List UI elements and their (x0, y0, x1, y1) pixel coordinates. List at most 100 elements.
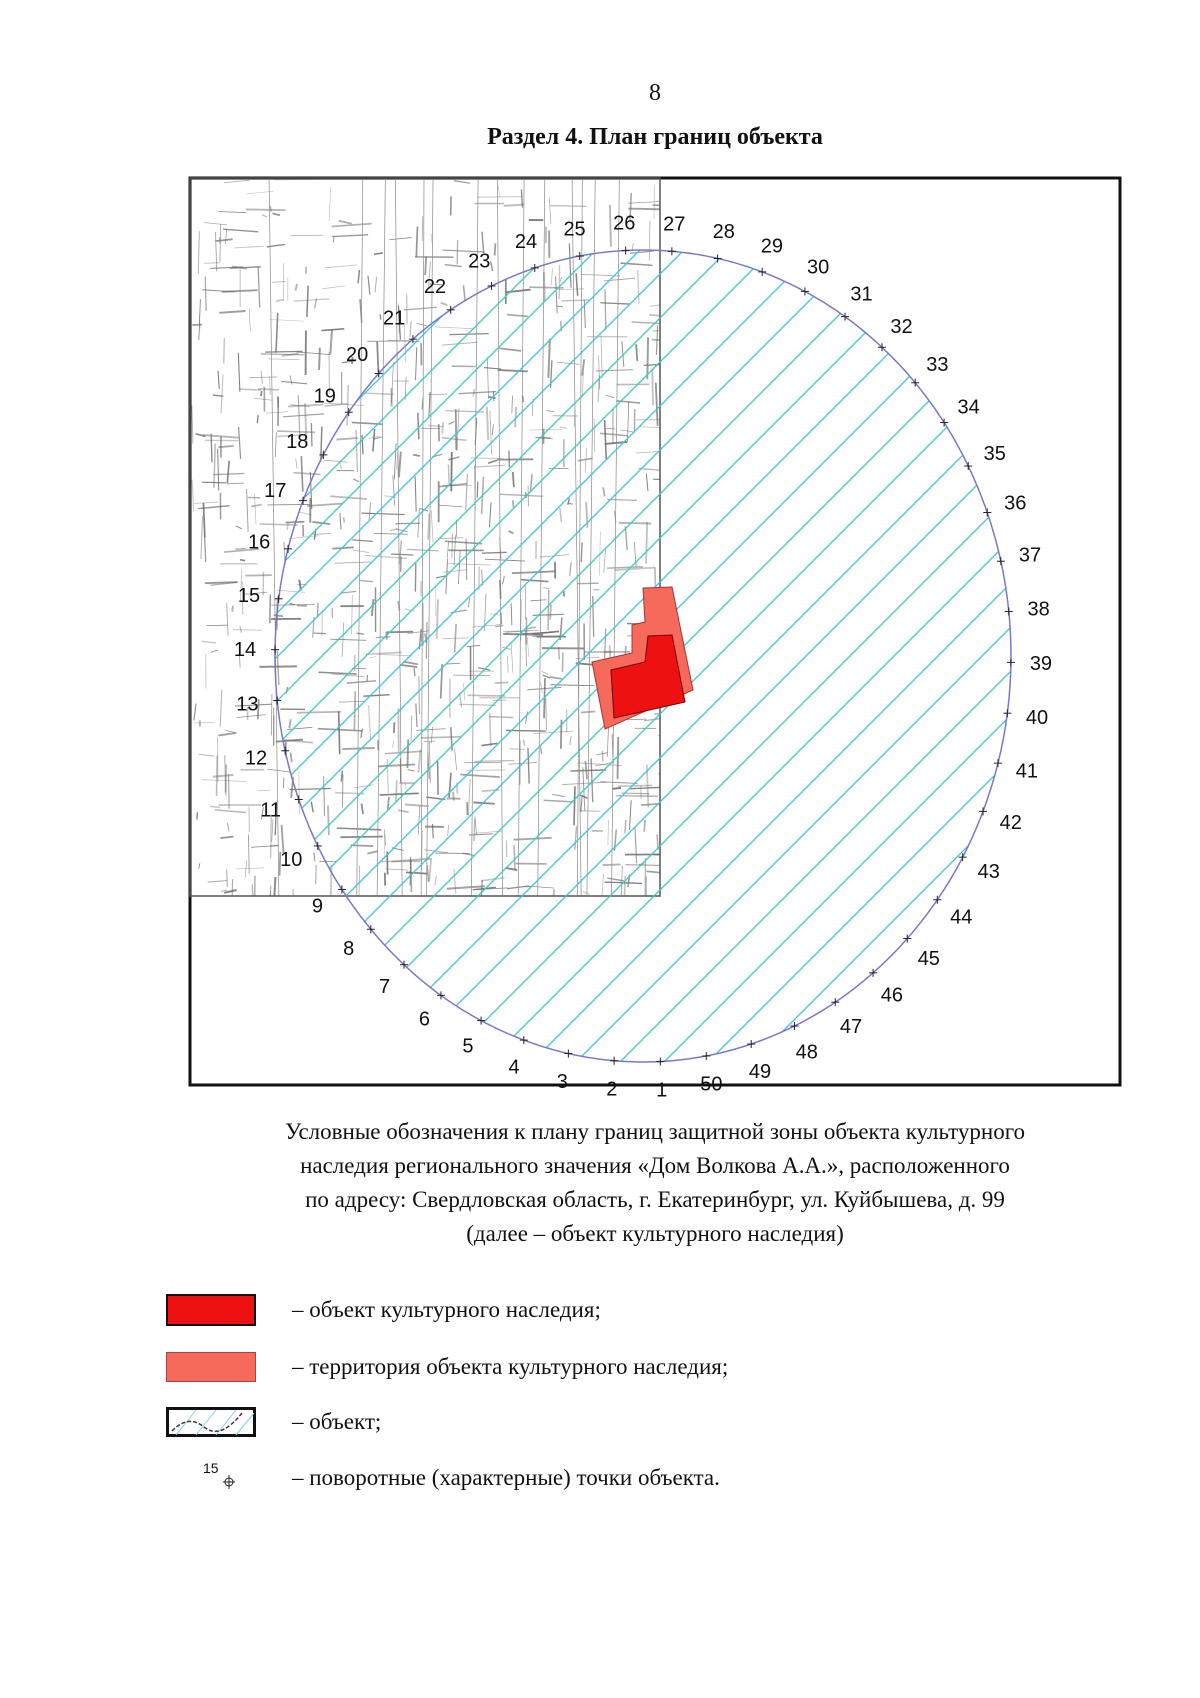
hatch-line (557, 250, 1011, 1062)
basemap-line (409, 321, 412, 337)
basemap-line (575, 273, 579, 296)
basemap-line (278, 851, 282, 876)
basemap-line (254, 494, 257, 525)
basemap-line (379, 314, 382, 320)
basemap-line (373, 251, 384, 256)
basemap-line (375, 636, 391, 639)
basemap-line (529, 428, 563, 431)
basemap-line (441, 422, 444, 434)
basemap-line (222, 338, 226, 364)
basemap-line (215, 238, 233, 243)
basemap-line (328, 187, 332, 222)
basemap-line (603, 547, 606, 573)
basemap-line (447, 464, 450, 485)
caption-line: наследия регионального значения «Дом Вол… (300, 1153, 1010, 1178)
basemap-line (352, 549, 370, 553)
basemap-line (365, 651, 403, 656)
protective-zone-boundary (274, 249, 1012, 1063)
basemap-line (238, 426, 242, 459)
basemap-line (611, 179, 620, 896)
basemap-line (488, 502, 492, 528)
basemap-line (517, 179, 525, 896)
basemap-line (289, 375, 293, 385)
basemap-line (336, 827, 382, 831)
basemap-line (556, 305, 564, 308)
basemap-line (583, 299, 586, 329)
basemap-line (561, 781, 607, 786)
basemap-line (459, 703, 497, 707)
caption-line: (далее – объект культурного наследия) (466, 1221, 844, 1246)
basemap-line (212, 394, 224, 397)
basemap-line (326, 805, 330, 836)
basemap-line (593, 418, 596, 452)
basemap-line (453, 180, 471, 184)
basemap-line (266, 411, 289, 414)
basemap-line (547, 589, 550, 631)
basemap-line (209, 805, 221, 809)
basemap-line (446, 540, 449, 559)
basemap-line (385, 868, 408, 871)
basemap-line (323, 776, 326, 816)
basemap-line (287, 726, 313, 730)
basemap-line (231, 879, 234, 896)
basemap-line (330, 638, 367, 641)
turning-point-label: 20 (346, 344, 368, 366)
basemap-line (609, 204, 612, 247)
basemap-line (392, 475, 396, 506)
legend-label: – поворотные (характерные) точки объекта… (292, 1465, 720, 1490)
legend-label: – объект; (292, 1409, 382, 1434)
basemap-line (194, 501, 219, 504)
basemap-line (225, 228, 228, 245)
basemap-line (454, 748, 457, 771)
basemap-line (584, 760, 588, 780)
basemap-line (573, 786, 576, 826)
basemap-line (549, 604, 552, 620)
caption-line: по адресу: Свердловская область, г. Екат… (305, 1187, 1005, 1212)
basemap-line (342, 747, 375, 750)
basemap-line (511, 471, 515, 488)
basemap-line (497, 179, 503, 896)
turning-point-label: 48 (796, 1042, 818, 1064)
basemap-line (616, 736, 620, 780)
basemap-line (493, 243, 497, 256)
basemap-line (568, 243, 572, 288)
basemap-line (391, 553, 414, 556)
turning-point-label: 17 (264, 480, 286, 502)
basemap-line (275, 312, 279, 353)
basemap-line (220, 835, 234, 840)
basemap-line (332, 236, 335, 243)
basemap-line (374, 532, 408, 535)
basemap-line (203, 222, 228, 226)
turning-point-label: 40 (1026, 707, 1048, 729)
basemap-line (635, 344, 639, 362)
basemap-line (416, 728, 446, 731)
basemap-line (448, 456, 460, 461)
basemap-line (542, 674, 551, 679)
basemap-line (360, 579, 374, 583)
basemap-line (527, 686, 562, 691)
basemap-line (227, 823, 230, 832)
basemap-line (435, 326, 475, 330)
turning-point-label: 30 (807, 256, 829, 278)
basemap-line (246, 489, 249, 532)
turning-point-label: 3 (557, 1071, 568, 1093)
basemap-line (428, 857, 432, 882)
basemap-line (426, 179, 434, 896)
turning-point-label: 4 (509, 1057, 520, 1079)
basemap-line (237, 352, 241, 392)
basemap-line (218, 731, 237, 737)
turning-point-label: 47 (840, 1016, 862, 1038)
basemap-line (223, 889, 237, 894)
basemap-line (407, 630, 429, 635)
legend-item-heritage-object: – объект культурного наследия; (166, 1292, 601, 1328)
basemap-line (483, 367, 502, 370)
basemap-line (360, 728, 364, 738)
basemap-line (445, 662, 461, 665)
basemap-line (331, 222, 372, 228)
basemap-line (654, 382, 659, 426)
basemap-line (201, 481, 227, 484)
basemap-line (485, 406, 490, 441)
basemap-line (605, 394, 615, 399)
hatch-line (275, 250, 799, 1062)
basemap-line (397, 305, 401, 340)
